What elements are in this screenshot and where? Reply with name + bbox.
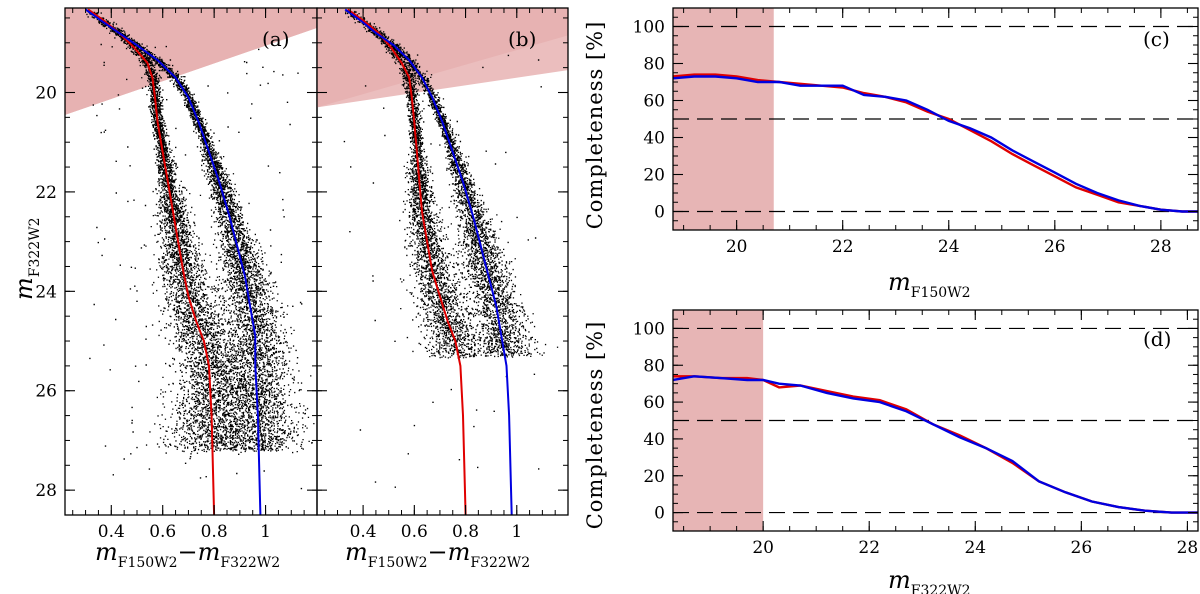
panel-b-xtick-label: 0.4 [350,522,377,542]
panel-a-ytick-label: 24 [35,282,57,302]
panel-a-ylabel-m: m [10,277,38,300]
panel-c-frame [672,7,1199,231]
panel-d-xlabel-sub: F322W2 [911,583,971,594]
panel-c-xlabel-sub: F150W2 [911,285,971,301]
panel-a-xtick-label: 0.8 [201,522,228,542]
panel-a-series [85,8,262,515]
panel-a-band-1 [65,8,317,115]
panel-d-label: (d) [1143,327,1171,351]
panel-a-xlabel-m: m [95,538,118,566]
panel-c-xtick-label: 28 [1150,237,1172,257]
panel-b-xlabel-m: m [345,538,368,566]
panel-c-label: (c) [1143,27,1170,51]
panel-d-ticks: 20 22 24 26 28 0 20 40 60 80 100 [633,310,1199,558]
panel-b-label: (b) [508,27,536,51]
panel-c-ticks: 20 22 24 26 28 0 20 40 60 80 100 [633,8,1198,257]
panel-c-ytick-label: 80 [643,55,665,75]
panel-a-xtick-label: 1 [260,522,271,542]
panel-c-xtick-label: 26 [1044,237,1066,257]
panel-b-xlabel-sub1: F150W2 [368,555,428,571]
panel-b-xlabel-sub2: F322W2 [470,555,530,571]
panel-a-ticks: 0.4 0.6 0.8 1 20 22 24 26 28 [35,8,317,542]
panel-b-xlabel-minus: − [428,538,448,566]
panel-b-xtick-label: 1 [511,522,522,542]
panel-d-ylabel: Completeness [%] [583,321,607,530]
panel-c-ytick-label: 60 [643,92,665,112]
panel-a-xlabel-sub2: F322W2 [220,555,280,571]
panel-d-xtick-label: 26 [1071,538,1093,558]
panel-c-ytick-label: 40 [643,129,665,149]
panel-a-ytick-label: 20 [35,84,57,104]
panel-b: 0.4 0.6 0.8 1 (b) mF150W2−mF322W2 [316,7,569,571]
panel-d-xlabel: mF322W2 [888,566,971,594]
panel-b-xlabel: mF150W2−mF322W2 [345,538,530,571]
panel-a-series-ms1-line [87,8,216,515]
panel-b-xlabel-m2: m [448,538,471,566]
panel-c-ylabel: Completeness [%] [583,21,607,230]
panel-d-xtick-label: 20 [752,538,774,558]
panel-d-xtick-label: 24 [964,538,986,558]
panel-b-ticks: 0.4 0.6 0.8 1 [317,8,568,542]
panel-d-ytick-label: 80 [643,356,665,376]
panel-d-frame [672,309,1199,532]
panel-b-frame [316,7,569,516]
panel-a-ytick-label: 26 [35,382,57,402]
panel-a-xlabel-minus: − [178,538,198,566]
panel-a-bands [65,8,317,115]
panel-a-series-ms2-line [85,8,262,515]
panel-c-xlabel-m: m [888,268,911,296]
panel-d-hlines [673,327,1198,514]
panel-d-series-ms2-line [673,375,1198,514]
panel-a-ytick-label: 22 [35,183,57,203]
panel-c-series [673,73,1198,213]
panel-a-ylabel-sub: F322W2 [27,218,43,278]
panel-a-ylabel: mF322W2 [10,218,43,301]
panel-c-series-ms2-line [673,75,1198,213]
panel-d-xlabel-m: m [888,566,911,594]
panel-d-xtick-label: 22 [858,538,880,558]
panel-b-series [344,8,513,515]
panel-d-ytick-label: 0 [654,504,665,524]
panel-a-ytick-label: 28 [35,481,57,501]
panel-c-ytick-label: 0 [654,203,665,223]
panel-d-ytick-label: 60 [643,393,665,413]
panel-a-xlabel: mF150W2−mF322W2 [95,538,280,571]
panel-c-ytick-label: 20 [643,166,665,186]
panel-c-xtick-label: 24 [938,237,960,257]
panel-a-label: (a) [262,27,290,51]
panel-d-ytick-label: 100 [633,319,665,339]
panel-c-ytick-label: 100 [633,18,665,38]
panel-d-ytick-label: 40 [643,430,665,450]
panel-a-xtick-label: 0.4 [98,522,125,542]
panel-d-xtick-label: 28 [1177,538,1199,558]
panel-a-xlabel-sub1: F150W2 [118,555,178,571]
panel-d: 20 22 24 26 28 0 20 40 60 80 100 (d) mF322W2 Compl… [583,309,1199,594]
panel-c: 20 22 24 26 28 0 20 40 60 80 100 (c) mF150W2 Compl… [583,7,1199,301]
panel-c-hlines [673,25,1198,213]
panel-b-series-ms2-line [344,8,513,515]
panel-b-xtick-label: 0.8 [452,522,479,542]
panel-c-xtick-label: 22 [832,237,854,257]
panel-c-xlabel: mF150W2 [888,268,971,301]
panel-a-xlabel-m2: m [198,538,221,566]
panel-a-xtick-label: 0.6 [149,522,176,542]
panel-d-series [673,375,1198,514]
panel-b-series-ms1-line [347,8,467,515]
panel-c-xtick-label: 20 [726,237,748,257]
panel-d-ytick-label: 20 [643,467,665,487]
panel-b-xtick-label: 0.6 [401,522,428,542]
